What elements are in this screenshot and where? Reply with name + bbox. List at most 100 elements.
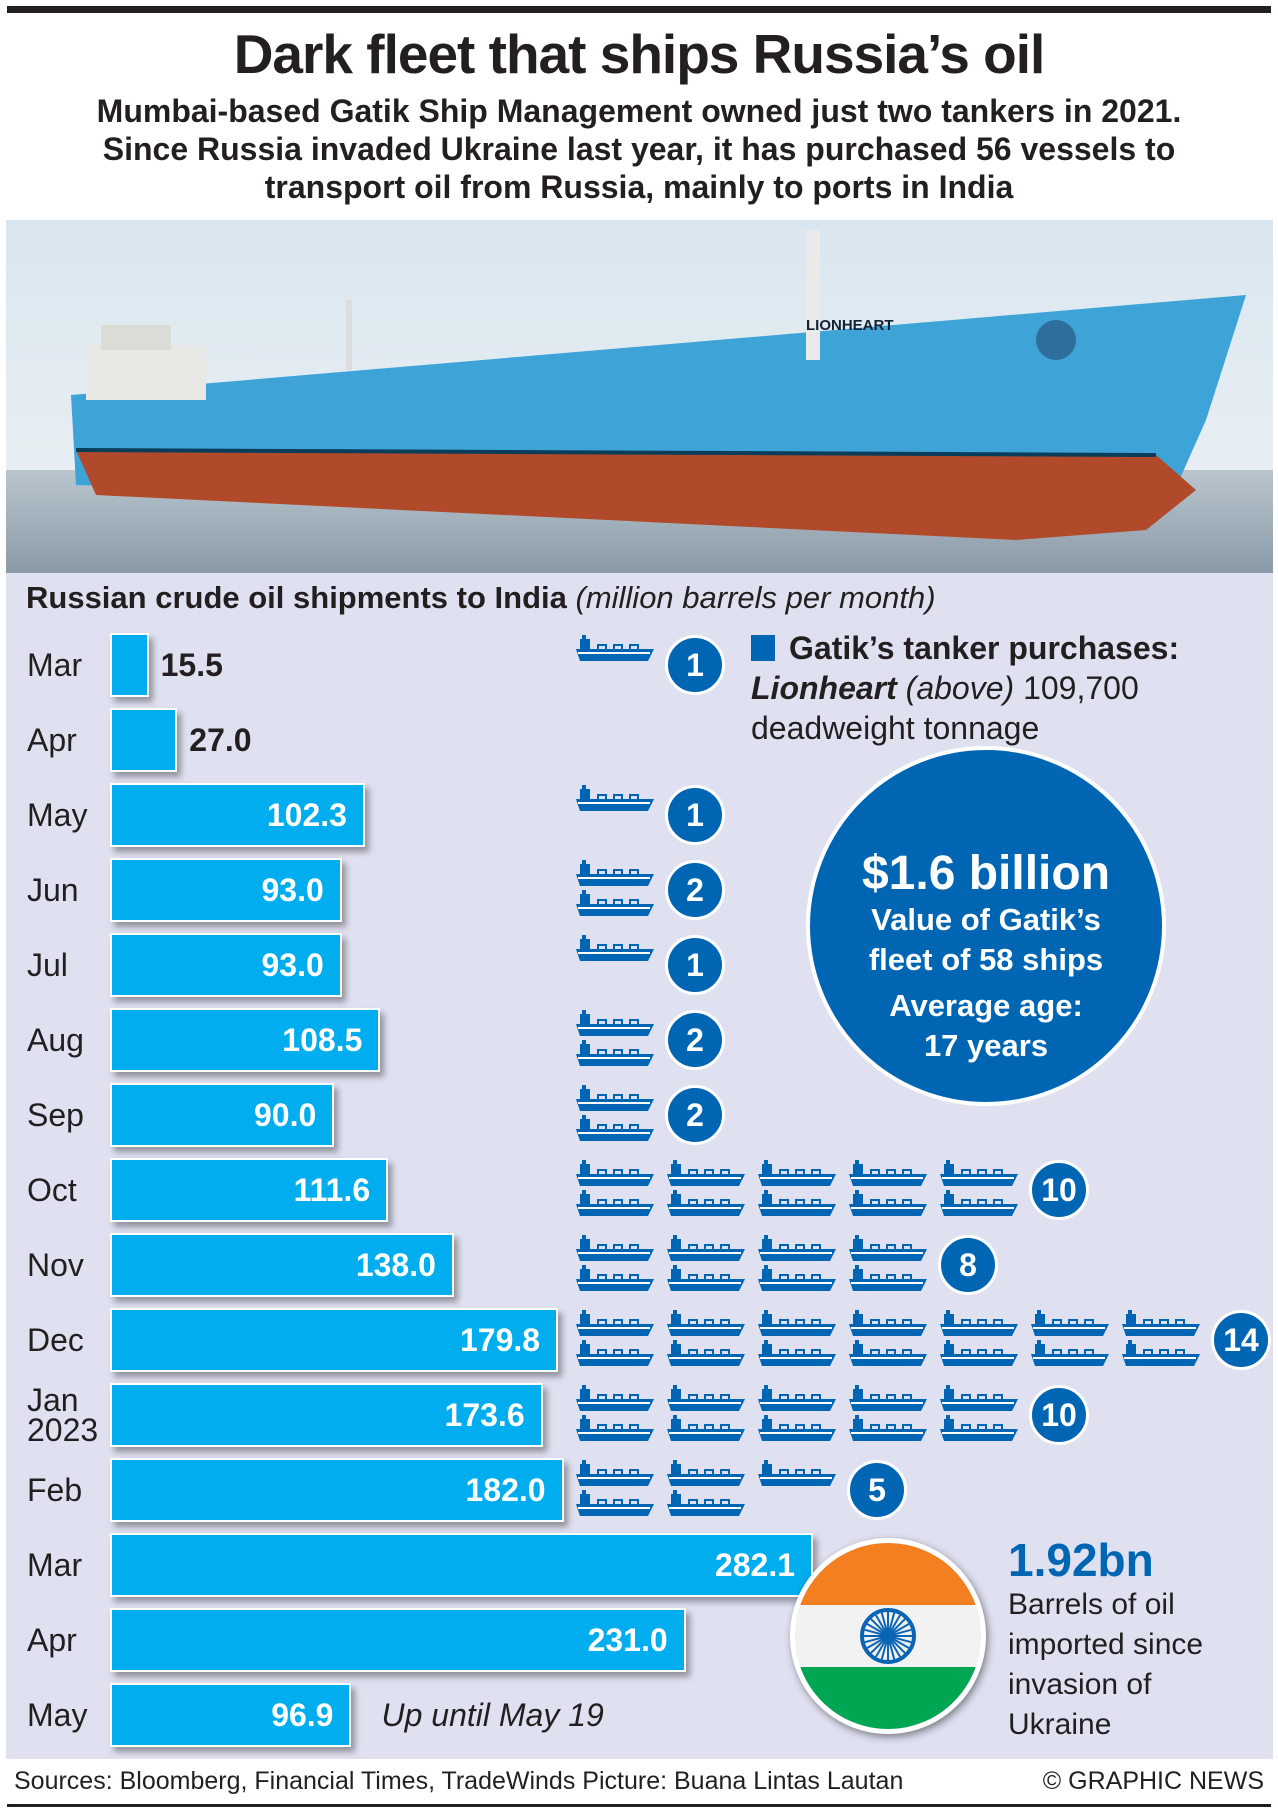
month-label: Nov bbox=[27, 1247, 84, 1283]
sources: Sources: Bloomberg, Financial Times, Tra… bbox=[14, 1767, 904, 1795]
tanker-icon bbox=[756, 1160, 838, 1188]
fleet-value-circle: $1.6 billion Value of Gatik’s fleet of 5… bbox=[806, 746, 1166, 1106]
tanker-icon bbox=[756, 1190, 838, 1218]
tanker-photo: LIONHEART bbox=[6, 220, 1273, 573]
tanker-icon bbox=[665, 1385, 747, 1413]
subtitle-line: Mumbai-based Gatik Ship Management owned… bbox=[96, 93, 1182, 129]
month-label: May bbox=[27, 797, 88, 833]
legend-tonnage: 109,700 bbox=[1023, 670, 1139, 706]
imports-value: 1.92bn bbox=[1008, 1534, 1154, 1586]
fleet-age-value: 17 years bbox=[923, 1028, 1049, 1063]
bar bbox=[110, 1608, 686, 1672]
tanker-icon bbox=[665, 1265, 747, 1293]
legend-swatch bbox=[751, 635, 775, 661]
india-flag-icon bbox=[790, 1538, 986, 1734]
data-label: 231.0 bbox=[587, 1622, 668, 1658]
month-label: Aug bbox=[27, 1022, 84, 1058]
tanker-icon bbox=[847, 1235, 929, 1263]
tanker-icon bbox=[1120, 1310, 1202, 1338]
tanker-icon bbox=[847, 1265, 929, 1293]
purchase-count-badge: 1 bbox=[665, 635, 725, 695]
tanker-icon bbox=[665, 1160, 747, 1188]
bar bbox=[110, 1083, 335, 1147]
chart-units: (million barrels per month) bbox=[575, 580, 936, 615]
bar bbox=[110, 633, 149, 697]
data-label: 27.0 bbox=[189, 722, 252, 758]
purchase-count-badge: 2 bbox=[665, 1010, 725, 1070]
data-label: 138.0 bbox=[355, 1247, 436, 1283]
bar bbox=[110, 1008, 381, 1072]
data-label: 93.0 bbox=[261, 947, 324, 983]
imports-text: invasion of bbox=[1008, 1668, 1152, 1701]
tanker-icon bbox=[574, 1190, 656, 1218]
month-label: May bbox=[27, 1697, 88, 1733]
legend-rest: deadweight tonnage bbox=[751, 710, 1040, 746]
tanker-icon bbox=[1120, 1340, 1202, 1368]
legend-ship-name: Lionheart bbox=[751, 670, 897, 706]
tanker-icon bbox=[756, 1385, 838, 1413]
purchase-count-badge: 10 bbox=[1029, 1385, 1089, 1445]
imports-stat: 1.92bn Barrels of oil imported since inv… bbox=[1008, 1535, 1203, 1745]
tanker-icon bbox=[847, 1310, 929, 1338]
annotation: Up until May 19 bbox=[381, 1697, 604, 1733]
footer: Sources: Bloomberg, Financial Times, Tra… bbox=[14, 1767, 1264, 1796]
bottom-rule bbox=[7, 1804, 1271, 1807]
data-label: 15.5 bbox=[160, 647, 223, 683]
purchase-count-badge: 8 bbox=[938, 1235, 998, 1295]
month-label: Mar bbox=[27, 647, 83, 683]
purchase-count-badge: 14 bbox=[1211, 1310, 1271, 1370]
fleet-value: $1.6 billion bbox=[861, 847, 1111, 900]
tanker-icon bbox=[847, 1190, 929, 1218]
purchase-count-badge: 2 bbox=[665, 860, 725, 920]
data-label: 282.1 bbox=[714, 1547, 795, 1583]
tanker-icon bbox=[574, 635, 656, 663]
tanker-icon bbox=[574, 1415, 656, 1443]
bar bbox=[110, 708, 178, 772]
tanker-icon bbox=[574, 860, 656, 888]
tanker-icon bbox=[938, 1415, 1020, 1443]
purchases-legend: Gatik’s tanker purchases: Lionheart (abo… bbox=[751, 628, 1179, 748]
data-label: 96.9 bbox=[271, 1697, 334, 1733]
tanker-icon bbox=[756, 1415, 838, 1443]
ship-name: LIONHEART bbox=[806, 317, 894, 334]
tanker-icon bbox=[665, 1340, 747, 1368]
month-label: Dec bbox=[27, 1322, 84, 1358]
tanker-icon bbox=[574, 890, 656, 918]
tanker-icon bbox=[938, 1340, 1020, 1368]
month-label: Apr bbox=[27, 722, 77, 758]
imports-text: Barrels of oil bbox=[1008, 1588, 1175, 1621]
tanker-icon bbox=[574, 1160, 656, 1188]
fleet-line2: fleet of 58 ships bbox=[868, 942, 1104, 977]
month-label: Jun bbox=[27, 872, 79, 908]
bar bbox=[110, 1158, 389, 1222]
subtitle: Mumbai-based Gatik Ship Management owned… bbox=[40, 92, 1238, 206]
tanker-icon bbox=[756, 1460, 838, 1488]
fleet-age-label: Average age: bbox=[889, 988, 1083, 1023]
subtitle-line: Since Russia invaded Ukraine last year, … bbox=[102, 131, 1176, 167]
tanker-icon bbox=[756, 1310, 838, 1338]
month-label: Sep bbox=[27, 1097, 84, 1133]
data-label: 173.6 bbox=[444, 1397, 525, 1433]
data-label: 102.3 bbox=[266, 797, 347, 833]
tanker-icon bbox=[574, 1385, 656, 1413]
credit: © GRAPHIC NEWS bbox=[1042, 1767, 1264, 1795]
tanker-icon bbox=[574, 1115, 656, 1143]
tanker-icon bbox=[938, 1385, 1020, 1413]
bar bbox=[110, 1383, 543, 1447]
tanker-icon bbox=[756, 1265, 838, 1293]
bar bbox=[110, 1533, 813, 1597]
tanker-icon bbox=[574, 1085, 656, 1113]
purchase-count-badge: 1 bbox=[665, 785, 725, 845]
page-title: Dark fleet that ships Russia’s oil bbox=[233, 23, 1046, 85]
bar bbox=[110, 783, 365, 847]
tanker-icon bbox=[756, 1340, 838, 1368]
tanker-icon bbox=[574, 1265, 656, 1293]
bar bbox=[110, 1233, 454, 1297]
imports-text: imported since bbox=[1008, 1628, 1204, 1661]
tanker-icon bbox=[847, 1340, 929, 1368]
top-rule bbox=[7, 6, 1271, 13]
tanker-icon bbox=[1029, 1310, 1111, 1338]
bar bbox=[110, 1683, 352, 1747]
purchase-count-badge: 1 bbox=[665, 935, 725, 995]
month-label: Mar bbox=[27, 1547, 83, 1583]
